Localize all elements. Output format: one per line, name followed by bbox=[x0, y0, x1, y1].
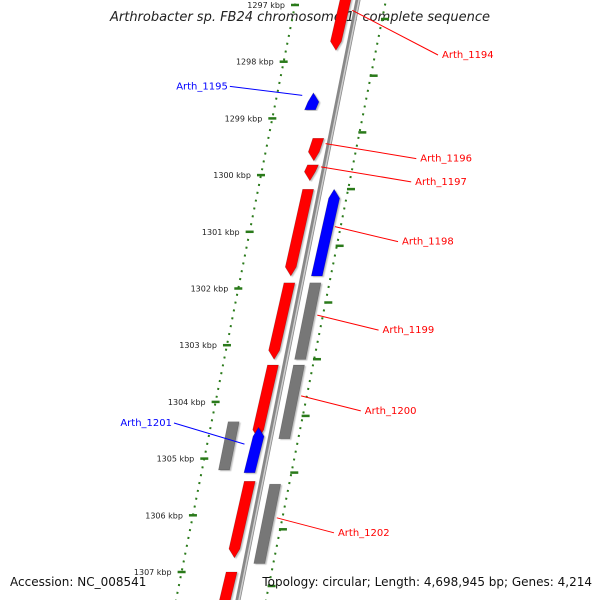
gene-label-arth_1197[interactable]: Arth_1197 bbox=[415, 177, 467, 188]
gene-label-arth_1202[interactable]: Arth_1202 bbox=[338, 528, 390, 539]
gene-label-leader bbox=[229, 85, 303, 96]
gene-label-arth_1196[interactable]: Arth_1196 bbox=[420, 154, 472, 165]
backbone-highlight bbox=[238, 0, 360, 600]
gene-feature-arth_1196[interactable] bbox=[307, 137, 325, 162]
accession-label: Accession: NC_008541 bbox=[10, 575, 147, 589]
map-title: Arthrobacter sp. FB24 chromosome 1, comp… bbox=[109, 10, 491, 25]
gene-feature[interactable] bbox=[218, 421, 240, 471]
gene-track bbox=[215, 0, 355, 600]
gene-label-arth_1194[interactable]: Arth_1194 bbox=[442, 50, 494, 61]
kbp-label: 1304 kbp bbox=[168, 398, 206, 407]
sequence-summary: Topology: circular; Length: 4,698,945 bp… bbox=[262, 575, 592, 589]
backbone-line bbox=[235, 0, 361, 600]
gene-feature-arth_1198[interactable] bbox=[310, 188, 340, 277]
gene-label-leader bbox=[320, 166, 412, 183]
kbp-label: 1300 kbp bbox=[213, 171, 251, 180]
gene-label-leader bbox=[276, 517, 335, 534]
kbp-label: 1301 kbp bbox=[202, 228, 240, 237]
gene-feature-arth_1194[interactable] bbox=[330, 0, 355, 51]
gene-labels: Arth_1194 Arth_1195 Arth_1196 Arth_1197 Arth… bbox=[120, 9, 494, 539]
gene-label-arth_1199[interactable]: Arth_1199 bbox=[383, 325, 435, 336]
gene-label-arth_1200[interactable]: Arth_1200 bbox=[365, 406, 417, 417]
gene-label-leader bbox=[317, 314, 379, 331]
chromosome-backbone bbox=[235, 0, 361, 600]
gene-feature[interactable] bbox=[228, 480, 256, 559]
gene-label-leader bbox=[300, 395, 361, 412]
gene-label-arth_1198[interactable]: Arth_1198 bbox=[402, 237, 454, 248]
kbp-label: 1307 kbp bbox=[134, 568, 172, 577]
kbp-label: 1299 kbp bbox=[225, 114, 263, 123]
gene-feature-arth_1197[interactable] bbox=[304, 164, 319, 182]
gene-feature-arth_1200[interactable] bbox=[278, 364, 305, 440]
kbp-label: 1305 kbp bbox=[157, 455, 195, 464]
kbp-label: 1297 kbp bbox=[247, 1, 285, 10]
gene-label-leader bbox=[325, 143, 417, 160]
kbp-label: 1302 kbp bbox=[191, 285, 229, 294]
gene-label-arth_1201[interactable]: Arth_1201 bbox=[120, 418, 172, 429]
gene-label-leader bbox=[334, 226, 399, 243]
gene-feature[interactable] bbox=[268, 282, 296, 360]
gene-label-arth_1195[interactable]: Arth_1195 bbox=[176, 81, 228, 92]
gene-label-leader bbox=[352, 9, 439, 56]
gene-label-leader bbox=[173, 422, 245, 445]
gene-feature-arth_1199[interactable] bbox=[294, 282, 322, 360]
gene-feature-arth_1195[interactable] bbox=[304, 92, 320, 111]
gene-feature[interactable] bbox=[284, 188, 315, 277]
gene-feature-arth_1201[interactable] bbox=[243, 426, 265, 474]
kbp-label: 1306 kbp bbox=[145, 511, 183, 520]
gene-feature-arth_1202[interactable] bbox=[253, 483, 282, 564]
kbp-scale: 1297 kbp 1298 kbp 1299 kbp 1300 kbp 1301 kbp… bbox=[134, 0, 389, 600]
kbp-label: 1298 kbp bbox=[236, 58, 274, 67]
kbp-label: 1303 kbp bbox=[179, 341, 217, 350]
gene-feature[interactable] bbox=[215, 571, 238, 600]
